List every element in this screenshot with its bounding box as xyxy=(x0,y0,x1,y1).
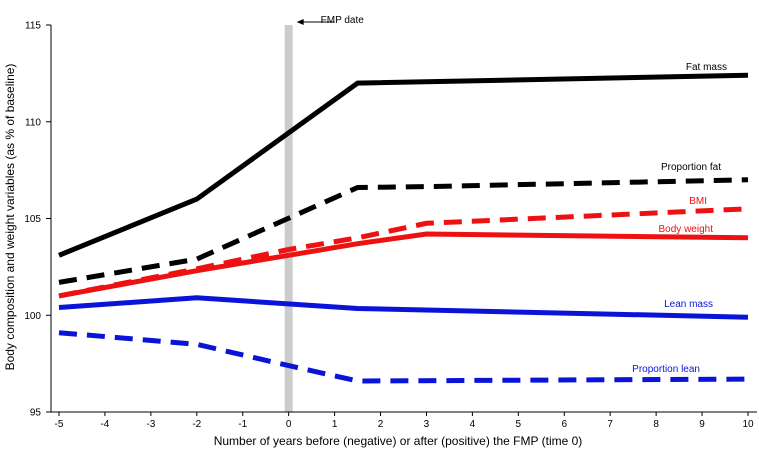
fmp-date-arrowhead-icon xyxy=(296,19,304,25)
series-label-proportion-fat: Proportion fat xyxy=(661,162,721,173)
y-tick-label: 110 xyxy=(25,117,41,128)
y-tick-label: 100 xyxy=(24,311,41,322)
series-line-lean-mass xyxy=(58,295,749,320)
x-tick-label: 6 xyxy=(561,419,567,430)
series-line-proportion-fat xyxy=(58,177,749,285)
x-tick-label: 10 xyxy=(742,419,754,430)
series-label-fat-mass: Fat mass xyxy=(686,62,727,73)
fmp-date-annotation: FMP date xyxy=(321,15,365,26)
x-tick-label: -2 xyxy=(192,419,201,430)
x-tick-label: -4 xyxy=(100,419,109,430)
x-tick-label: -1 xyxy=(238,419,247,430)
x-tick-label: 0 xyxy=(286,419,292,430)
x-tick-label: 2 xyxy=(378,419,384,430)
x-tick-label: 1 xyxy=(332,419,338,430)
series-line-bmi xyxy=(58,206,749,299)
series-label-proportion-lean: Proportion lean xyxy=(632,364,700,375)
series-line-body-weight xyxy=(58,231,749,299)
y-axis-title: Body composition and weight variables (a… xyxy=(3,64,17,371)
series-label-bmi: BMI xyxy=(689,196,707,207)
x-tick-label: 7 xyxy=(607,419,613,430)
x-tick-label: 9 xyxy=(699,419,705,430)
y-tick-label: 105 xyxy=(24,214,41,225)
y-tick-label: 115 xyxy=(25,21,41,32)
y-tick-label: 95 xyxy=(30,408,42,419)
series-label-body-weight: Body weight xyxy=(659,224,714,235)
x-tick-label: 8 xyxy=(653,419,659,430)
series-line-fat-mass xyxy=(58,72,749,258)
series-line-proportion-lean xyxy=(58,330,749,384)
x-axis-title: Number of years before (negative) or aft… xyxy=(214,434,583,448)
x-tick-label: 3 xyxy=(424,419,430,430)
x-tick-label: -3 xyxy=(146,419,155,430)
x-tick-label: 5 xyxy=(516,419,522,430)
x-tick-label: -5 xyxy=(55,419,64,430)
x-tick-label: 4 xyxy=(470,419,476,430)
series-label-lean-mass: Lean mass xyxy=(664,299,713,310)
